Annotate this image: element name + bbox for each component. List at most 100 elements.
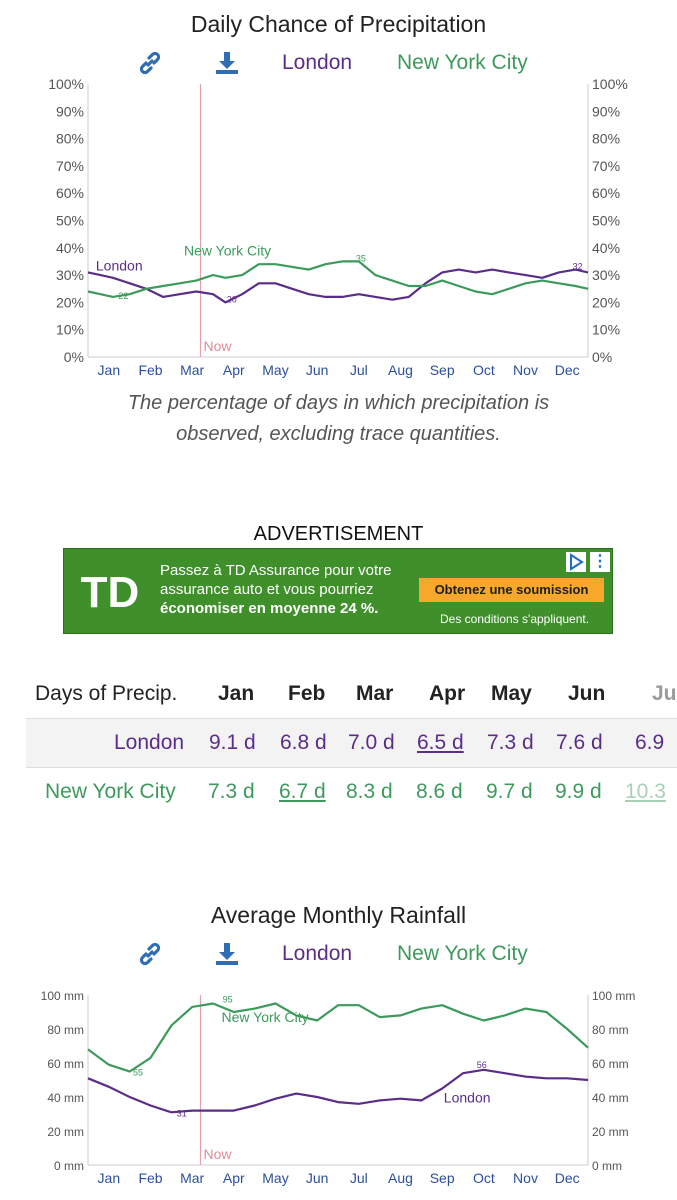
table-cell: 7.3 d — [208, 780, 255, 803]
ad-menu-icon[interactable]: ⋮ — [590, 552, 610, 572]
table-row: London 9.1 d 6.8 d 7.0 d 6.5 d 7.3 d 7.6… — [26, 718, 677, 768]
table-header-cell: Ju — [652, 682, 677, 705]
link-icon[interactable] — [137, 50, 163, 76]
y-tick-label-right: 20 mm — [592, 1125, 629, 1139]
london-min-annotation: 31 — [177, 1108, 187, 1118]
x-tick-label: Jun — [306, 362, 329, 378]
london-line-label: London — [96, 257, 143, 273]
y-tick-label-right: 60 mm — [592, 1057, 629, 1071]
x-tick-label: Aug — [388, 1170, 413, 1186]
chart1-title: Daily Chance of Precipitation — [190, 11, 487, 37]
table-cell: 7.3 d — [487, 731, 534, 754]
download-icon[interactable] — [214, 941, 240, 967]
table-cell: 9.9 d — [555, 780, 602, 803]
y-tick-label-right: 80% — [592, 131, 620, 147]
monthly-rainfall-chart: 100 mm 100 mm 80 mm 80 mm 60 mm 60 mm 40 mm 40 … — [41, 989, 636, 1186]
y-tick-label-left: 40 mm — [47, 1091, 84, 1105]
x-tick-label: Dec — [555, 1170, 580, 1186]
table-cell-link[interactable]: 6.7 d — [279, 780, 326, 803]
london-max-annotation: 56 — [477, 1060, 487, 1070]
chart2-title: Average Monthly Rainfall — [210, 902, 467, 928]
london-series-line — [87, 1068, 589, 1114]
ad-line-1: Passez à TD Assurance pour votre — [160, 562, 392, 579]
y-tick-label-right: 80 mm — [592, 1023, 629, 1037]
svg-text:TD: TD — [81, 568, 140, 617]
ad-banner[interactable]: TD Passez à TD Assurance pour votre assu… — [63, 548, 613, 634]
london-line-label: London — [444, 1090, 491, 1106]
legend-new-york-city[interactable]: New York City — [397, 51, 528, 74]
y-tick-label-right: 90% — [592, 103, 620, 119]
x-tick-label: Apr — [223, 1170, 245, 1186]
legend-london[interactable]: London — [282, 942, 353, 965]
table-cell: 6.9 — [635, 731, 665, 754]
x-tick-label: Mar — [180, 1170, 204, 1186]
y-tick-label-right: 20% — [592, 294, 620, 310]
y-tick-label-left: 80 mm — [47, 1023, 84, 1037]
table-cell: 9.7 d — [486, 780, 533, 803]
legend-london[interactable]: London — [282, 51, 353, 74]
y-tick-label-right: 0 mm — [592, 1159, 622, 1173]
nyc-line-label: New York City — [222, 1009, 309, 1025]
y-tick-label-left: 0% — [64, 349, 84, 365]
table-header-cell: Days of Precip. — [35, 682, 178, 705]
y-tick-label-right: 50% — [592, 213, 620, 229]
table-cell: 7.0 d — [348, 731, 395, 754]
x-tick-label: Jan — [98, 362, 121, 378]
y-tick-label-right: 70% — [592, 158, 620, 174]
table-cell: 6.8 d — [280, 731, 327, 754]
precipitation-chance-chart: 100% 100% 90% 90% 80% 80% 70% 70% 60% 60% 50% 50% 40… — [48, 76, 628, 378]
table-cell-link[interactable]: 10.3 — [625, 780, 666, 803]
x-tick-label: May — [262, 1170, 288, 1186]
nyc-line-label: New York City — [184, 242, 271, 258]
table-header-cell: Feb — [288, 682, 326, 705]
y-tick-label-left: 80% — [56, 131, 84, 147]
y-tick-label-right: 40 mm — [592, 1091, 629, 1105]
td-logo: TD — [78, 563, 142, 619]
y-tick-label-right: 100% — [592, 76, 628, 92]
y-tick-label-left: 90% — [56, 103, 84, 119]
x-tick-label: Jul — [350, 1170, 368, 1186]
ad-text: Passez à TD Assurance pour votre assuran… — [160, 561, 430, 618]
y-tick-label-left: 20% — [56, 294, 84, 310]
table-header-row: Days of Precip. Jan Feb Mar Apr May Jun … — [26, 670, 677, 718]
table-header-cell: Apr — [429, 682, 466, 705]
ad-cta-button[interactable]: Obtenez une soumission — [419, 578, 604, 602]
now-label: Now — [204, 338, 233, 354]
table-cell-link[interactable]: 6.5 d — [417, 731, 464, 754]
y-tick-label-left: 60 mm — [47, 1057, 84, 1071]
nyc-min-annotation: 55 — [133, 1068, 143, 1078]
y-tick-label-right: 10% — [592, 322, 620, 338]
legend-new-york-city[interactable]: New York City — [397, 942, 528, 965]
table-cell: 7.6 d — [556, 731, 603, 754]
x-tick-label: Feb — [138, 1170, 162, 1186]
y-tick-label-right: 60% — [592, 185, 620, 201]
nyc-max-annotation: 35 — [356, 253, 366, 263]
table-header-cell: Mar — [356, 682, 394, 705]
ad-conditions: Des conditions s'appliquent. — [440, 612, 590, 626]
x-tick-label: Nov — [513, 1170, 538, 1186]
london-max-annotation: 32 — [573, 262, 583, 272]
x-tick-label: Nov — [513, 362, 538, 378]
x-tick-label: Jan — [98, 1170, 121, 1186]
y-tick-label-left: 100 mm — [41, 989, 84, 1003]
london-series-line — [87, 268, 589, 304]
nyc-series-line — [87, 1002, 589, 1073]
link-icon[interactable] — [137, 941, 163, 967]
adchoices-icon[interactable] — [566, 552, 586, 572]
x-tick-label: Jul — [350, 362, 368, 378]
table-row: New York City 7.3 d 6.7 d 8.3 d 8.6 d 9.… — [26, 768, 677, 816]
x-tick-label: Mar — [180, 362, 204, 378]
x-tick-label: May — [262, 362, 288, 378]
x-tick-label: Sep — [430, 362, 455, 378]
london-min-annotation: 20 — [227, 294, 237, 304]
advertisement-label: ADVERTISEMENT — [253, 523, 424, 545]
y-tick-label-left: 100% — [48, 76, 84, 92]
y-tick-label-left: 20 mm — [47, 1125, 84, 1139]
y-tick-label-left: 0 mm — [54, 1159, 84, 1173]
y-tick-label-left: 30% — [56, 267, 84, 283]
y-tick-label-left: 70% — [56, 158, 84, 174]
download-icon[interactable] — [214, 50, 240, 76]
x-tick-label: Oct — [473, 362, 495, 378]
table-cell: 9.1 d — [209, 731, 256, 754]
table-header-cell: May — [491, 682, 532, 705]
